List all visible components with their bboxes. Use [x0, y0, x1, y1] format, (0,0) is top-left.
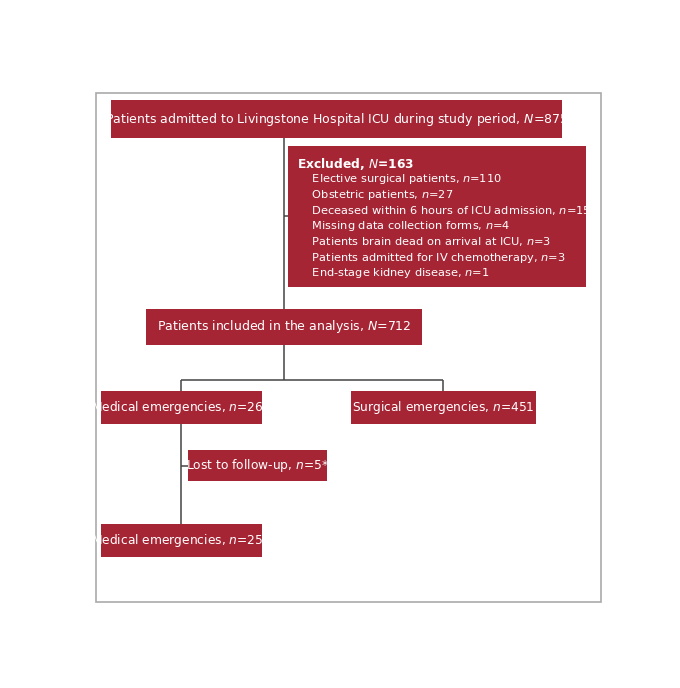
FancyBboxPatch shape	[101, 391, 262, 424]
Text: Patients brain dead on arrival at ICU, $n$=3: Patients brain dead on arrival at ICU, $…	[301, 235, 551, 248]
Text: Obstetric patients, $n$=27: Obstetric patients, $n$=27	[301, 188, 454, 202]
FancyBboxPatch shape	[351, 391, 536, 424]
Text: Excluded, $N$=163: Excluded, $N$=163	[297, 155, 415, 171]
Text: Deceased within 6 hours of ICU admission, $n$=15: Deceased within 6 hours of ICU admission…	[301, 204, 591, 217]
FancyBboxPatch shape	[101, 524, 262, 557]
Text: Lost to follow-up, $n$=5*: Lost to follow-up, $n$=5*	[186, 457, 329, 474]
Text: End-stage kidney disease, $n$=1: End-stage kidney disease, $n$=1	[301, 266, 490, 281]
Text: Elective surgical patients, $n$=110: Elective surgical patients, $n$=110	[301, 172, 502, 186]
Text: Surgical emergencies, $n$=451: Surgical emergencies, $n$=451	[352, 399, 534, 416]
FancyBboxPatch shape	[112, 100, 562, 138]
Text: Patients admitted for IV chemotherapy, $n$=3: Patients admitted for IV chemotherapy, $…	[301, 250, 566, 265]
FancyBboxPatch shape	[146, 309, 422, 345]
FancyBboxPatch shape	[95, 93, 602, 602]
Text: Patients admitted to Livingstone Hospital ICU during study period, $N$=875: Patients admitted to Livingstone Hospita…	[105, 111, 568, 127]
FancyBboxPatch shape	[188, 450, 328, 481]
FancyBboxPatch shape	[288, 146, 585, 286]
Text: Missing data collection forms, $n$=4: Missing data collection forms, $n$=4	[301, 219, 511, 233]
Text: Patients included in the analysis, $N$=712: Patients included in the analysis, $N$=7…	[156, 319, 411, 335]
Text: Medical emergencies, $n$=261: Medical emergencies, $n$=261	[91, 399, 271, 416]
Text: Medical emergencies, $n$=256: Medical emergencies, $n$=256	[91, 532, 271, 549]
